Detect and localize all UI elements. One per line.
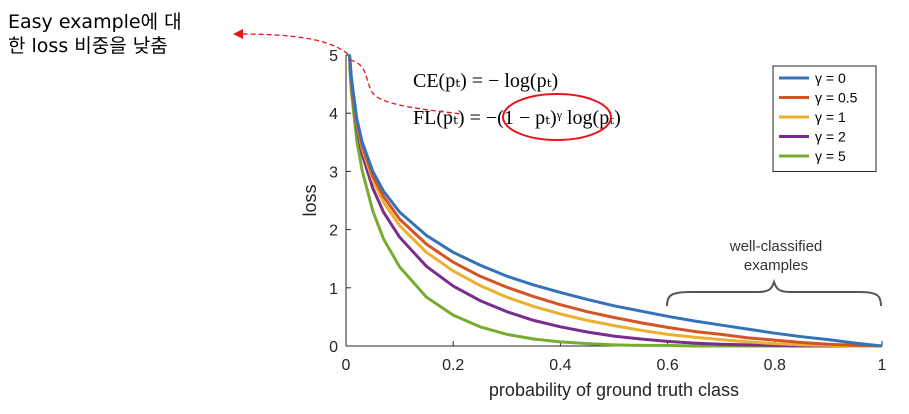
y-tick-label: 4 [329, 106, 338, 123]
fl-formula-left: FL(pₜ) = [413, 107, 486, 129]
fl-formula: FL(pₜ) = −(1 − pₜ)ᵞ log(pₜ) [413, 107, 621, 129]
y-tick-label: 5 [329, 48, 338, 65]
bracket-label-line-2: examples [744, 257, 808, 274]
x-tick-label: 0.8 [764, 357, 786, 374]
legend-box [772, 65, 877, 172]
x-tick-label: 0.4 [549, 357, 571, 374]
highlight-ellipse [502, 93, 612, 141]
plot-area: 0 0.2 0.4 0.6 0.8 1 0 1 2 3 4 5 probability of groun… [300, 48, 887, 400]
y-axis-label: loss [300, 184, 320, 216]
annotation-note: Easy example에 대 한 loss 비중을 낮춤 [8, 10, 182, 58]
series-line-gamma-0-5 [348, 56, 883, 348]
annotation-line-2: 한 loss 비중을 낮춤 [8, 35, 168, 57]
legend: γ = 0 γ = 0.5 γ = 1 γ = 2 γ = 5 [772, 65, 877, 172]
ce-formula: CE(pₜ) = − log(pₜ) [413, 70, 558, 92]
series-line-gamma-1 [348, 56, 882, 348]
annotation-arrow [233, 29, 349, 55]
legend-label: γ = 0 [815, 70, 846, 86]
fl-formula-right: log(pₜ) [562, 107, 621, 129]
series-line-gamma-0 [348, 54, 883, 348]
bracket [666, 278, 882, 307]
x-tick-label: 1 [878, 357, 887, 374]
legend-label: γ = 5 [815, 148, 846, 164]
x-tick-label: 0 [342, 357, 351, 374]
y-tick-label: 3 [329, 164, 338, 181]
legend-label: γ = 2 [815, 129, 846, 145]
x-tick-label: 0.2 [442, 357, 464, 374]
x-tick-label: 0.6 [656, 357, 678, 374]
y-tick-label: 2 [329, 223, 338, 240]
legend-label: γ = 0.5 [815, 90, 858, 106]
y-tick-label: 0 [329, 339, 338, 356]
y-tick-label: 1 [329, 281, 338, 298]
annotation-line-1: Easy example에 대 [8, 11, 182, 33]
bracket-label-line-1: well-classified [729, 238, 823, 255]
legend-label: γ = 1 [815, 109, 846, 125]
fl-formula-highlight: −(1 − pₜ)ᵞ [486, 107, 563, 129]
x-axis-label: probability of ground truth class [489, 380, 739, 400]
series-line-gamma-2 [348, 58, 882, 348]
annotation-connector [349, 59, 463, 115]
